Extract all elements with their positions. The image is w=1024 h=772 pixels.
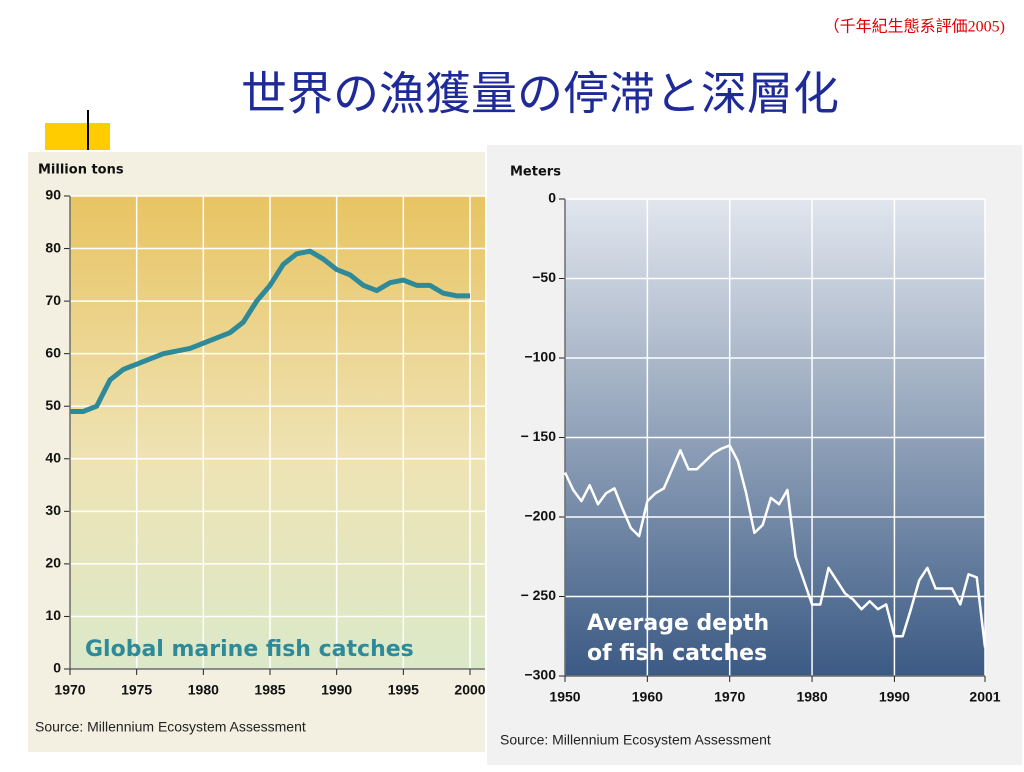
y-tick-label: −100: [524, 349, 556, 365]
y-axis-label: Million tons: [38, 163, 124, 178]
annotation: Global marine fish catches: [85, 637, 414, 662]
x-tick-label: 1990: [321, 682, 352, 698]
y-tick-label: 90: [45, 187, 61, 203]
decor-square: [45, 123, 110, 150]
x-tick-label: 1975: [121, 682, 152, 698]
y-axis-label: Meters: [510, 165, 561, 180]
y-tick-label: 20: [45, 555, 61, 571]
data-line: [563, 444, 987, 648]
x-tick-label: 1990: [879, 689, 910, 705]
x-tick-label: 1970: [714, 689, 745, 705]
x-tick-label: 1970: [54, 682, 85, 698]
y-tick-label: − 250: [521, 587, 557, 603]
y-tick-label: 60: [45, 344, 61, 360]
source: Source: Millennium Ecosystem Assessment: [35, 719, 306, 735]
y-tick-label: 50: [45, 397, 61, 413]
x-tick-label: 1980: [796, 689, 827, 705]
source: Source: Millennium Ecosystem Assessment: [500, 732, 771, 748]
x-tick-label: 1960: [632, 689, 663, 705]
plot-area: [70, 196, 485, 669]
annotation: Average depth: [587, 611, 769, 636]
data-line: [70, 248, 470, 414]
annotation: of fish catches: [587, 641, 767, 666]
y-tick-label: − 150: [521, 428, 557, 444]
citation: （千年紀生態系評価2005): [824, 18, 1005, 36]
chart: Meters 0 −50 −100 − 150 −200 − 250 −300 1950 1960…: [500, 165, 1001, 748]
y-tick-label: −50: [532, 269, 556, 285]
y-tick-label: 40: [45, 449, 61, 465]
x-tick-label: 1980: [188, 682, 219, 698]
slide-title: 世界の漁獲量の停滞と深層化: [241, 67, 839, 121]
x-tick-label: 1950: [549, 689, 580, 705]
y-tick-label: 70: [45, 292, 61, 308]
y-tick-label: 0: [53, 660, 61, 676]
y-tick-label: 10: [45, 607, 61, 623]
x-tick-label: 1995: [388, 682, 419, 698]
y-tick-label: 30: [45, 502, 61, 518]
y-tick-label: −200: [524, 508, 556, 524]
y-tick-label: 80: [45, 239, 61, 255]
x-tick-label: 2000: [454, 682, 485, 698]
chart: Million tons 0 10 20 30 40 50 60 70 80 90 1970 1975 1…: [35, 163, 485, 735]
y-tick-label: 0: [548, 190, 556, 206]
y-tick-label: −300: [524, 667, 556, 683]
x-tick-label: 1985: [254, 682, 285, 698]
x-tick-label: 2001: [969, 689, 1000, 705]
